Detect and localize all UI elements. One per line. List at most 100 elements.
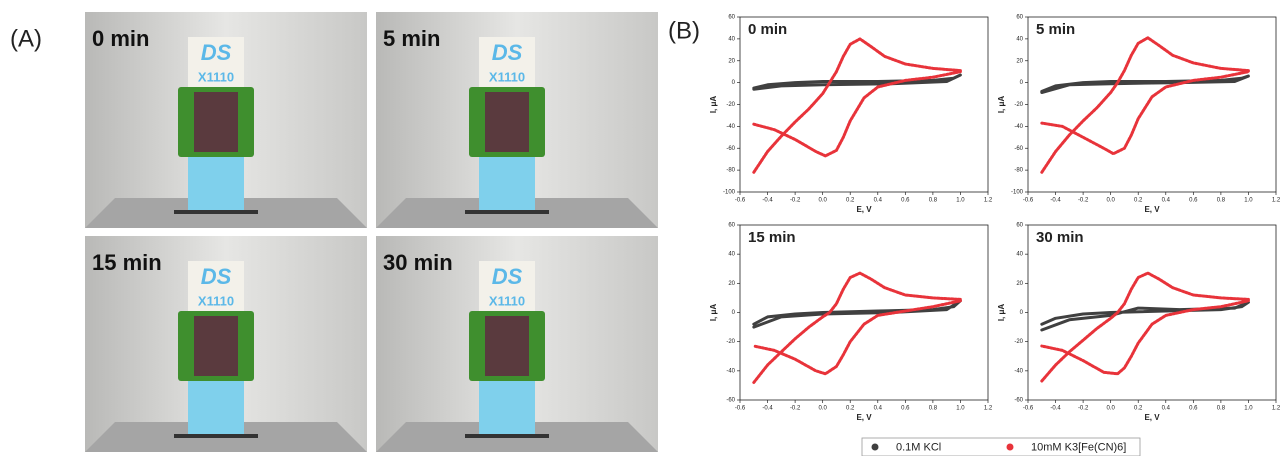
y-tick-label: -20 [726, 102, 735, 108]
y-tick-label: -60 [1014, 146, 1023, 152]
legend-label: 0.1M KCl [896, 441, 941, 453]
photo-label: 0 min [92, 26, 149, 51]
x-tick-label: 0.8 [1217, 406, 1226, 412]
window [485, 92, 529, 152]
x-tick-label: -0.6 [735, 406, 746, 412]
series-line [1040, 36, 1250, 174]
x-tick-label: -0.2 [790, 406, 801, 412]
y-tick-label: -60 [726, 146, 735, 152]
y-tick-label: 0 [1020, 80, 1024, 86]
y-axis-label: I, μA [997, 96, 1006, 114]
x-tick-label: 0.0 [1106, 406, 1115, 412]
card-text: X1110 [489, 69, 525, 84]
chart-title: 30 min [1036, 229, 1084, 246]
window [194, 316, 238, 376]
strip [479, 381, 535, 436]
base [465, 210, 549, 214]
card-text: DS [492, 40, 523, 65]
y-tick-label: 60 [728, 223, 735, 229]
x-tick-label: 0.4 [874, 198, 883, 204]
x-tick-label: 0.6 [1189, 198, 1198, 204]
x-tick-label: 0.6 [901, 198, 910, 204]
y-tick-label: 40 [1016, 36, 1023, 42]
series-line [752, 37, 962, 174]
x-tick-label: 0.2 [846, 198, 855, 204]
x-tick-label: -0.4 [762, 406, 773, 412]
x-tick-label: -0.6 [1023, 406, 1034, 412]
strip [188, 381, 244, 436]
strip [188, 157, 244, 212]
x-tick-label: 1.0 [956, 198, 965, 204]
base [174, 434, 258, 438]
y-tick-label: 60 [1016, 223, 1023, 229]
x-tick-label: 1.2 [1272, 406, 1281, 412]
x-tick-label: 0.0 [818, 198, 827, 204]
x-tick-label: -0.2 [790, 198, 801, 204]
y-axis-label: I, μA [997, 304, 1006, 322]
y-tick-label: -40 [1014, 368, 1023, 374]
y-tick-label: -60 [726, 398, 735, 404]
y-tick-label: -60 [1014, 398, 1023, 404]
photo-label: 15 min [92, 250, 162, 275]
x-tick-label: -0.2 [1078, 406, 1089, 412]
x-tick-label: 0.4 [1162, 198, 1171, 204]
panel-label: (A) [10, 25, 42, 52]
panel-label: (B) [668, 17, 700, 44]
x-tick-label: 0.0 [818, 406, 827, 412]
y-tick-label: 0 [1020, 310, 1024, 316]
y-tick-label: 40 [728, 36, 735, 42]
y-tick-label: 0 [732, 310, 736, 316]
x-tick-label: 0.8 [929, 406, 938, 412]
chart-title: 15 min [748, 229, 796, 246]
x-tick-label: 0.6 [1189, 406, 1198, 412]
x-tick-label: 1.0 [956, 406, 965, 412]
y-tick-label: -20 [1014, 102, 1023, 108]
y-tick-label: -100 [1011, 190, 1024, 196]
y-tick-label: 0 [732, 80, 736, 86]
y-tick-label: 40 [1016, 252, 1023, 258]
x-tick-label: 1.0 [1244, 198, 1253, 204]
y-tick-label: -80 [726, 168, 735, 174]
strip [479, 157, 535, 212]
x-axis-label: E, V [1144, 205, 1160, 214]
y-tick-label: 60 [1016, 15, 1023, 21]
x-tick-label: -0.2 [1078, 198, 1089, 204]
chart-title: 5 min [1036, 21, 1075, 38]
window [194, 92, 238, 152]
base [465, 434, 549, 438]
x-tick-label: 1.0 [1244, 406, 1253, 412]
card-text: X1110 [489, 293, 525, 308]
x-tick-label: -0.4 [1050, 406, 1061, 412]
x-tick-label: 0.8 [929, 198, 938, 204]
x-tick-label: -0.6 [735, 198, 746, 204]
series-line [752, 73, 962, 91]
x-tick-label: 0.2 [1134, 406, 1143, 412]
legend-label: 10mM K3[Fe(CN)6] [1031, 441, 1126, 453]
chart-title: 0 min [748, 21, 787, 38]
card-text: DS [201, 40, 232, 65]
card-text: X1110 [198, 69, 234, 84]
photo-label: 5 min [383, 26, 440, 51]
y-tick-label: -80 [1014, 168, 1023, 174]
y-tick-label: -40 [1014, 124, 1023, 130]
x-tick-label: 1.2 [984, 406, 993, 412]
y-tick-label: -20 [726, 339, 735, 345]
series-line [1040, 74, 1250, 94]
x-tick-label: -0.4 [762, 198, 773, 204]
x-tick-label: 0.2 [846, 406, 855, 412]
y-tick-label: 40 [728, 252, 735, 258]
x-tick-label: 0.2 [1134, 198, 1143, 204]
x-tick-label: 0.6 [901, 406, 910, 412]
y-tick-label: -40 [726, 124, 735, 130]
window [485, 316, 529, 376]
y-axis-label: I, μA [709, 96, 718, 114]
x-tick-label: 1.2 [1272, 198, 1281, 204]
x-axis-label: E, V [856, 413, 872, 422]
card-text: DS [201, 264, 232, 289]
x-axis-label: E, V [1144, 413, 1160, 422]
y-tick-label: -100 [723, 190, 736, 196]
y-tick-label: 60 [728, 15, 735, 21]
base [174, 210, 258, 214]
y-tick-label: 20 [1016, 58, 1023, 64]
x-tick-label: 0.4 [1162, 406, 1171, 412]
